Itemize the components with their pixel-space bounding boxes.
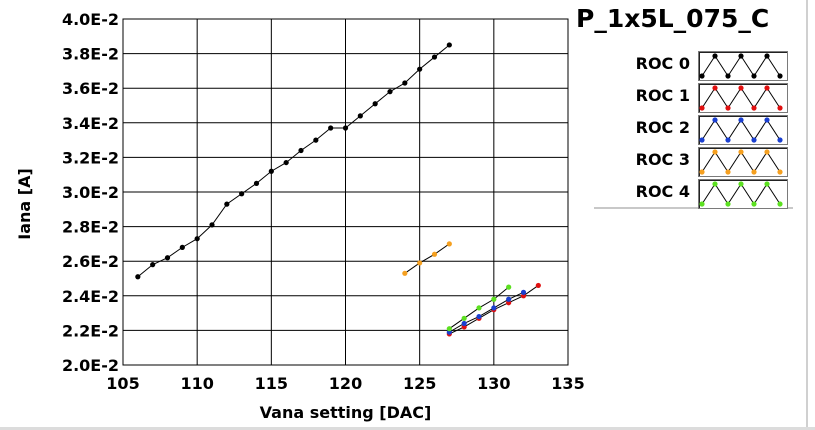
y-tick-label: 2.8E-2 [62, 218, 119, 237]
data-point [268, 168, 274, 174]
data-point [520, 289, 527, 295]
x-tick-label: 130 [477, 374, 510, 393]
data-point [179, 244, 185, 250]
tick-label-layer: 105 110 115 120 125 130 135 2.0E-2 2.2E-2 2.4E-2 2… [62, 10, 585, 393]
x-tick-label: 110 [180, 374, 213, 393]
legend-label: ROC 0 [635, 54, 690, 73]
y-tick-label: 3.2E-2 [62, 148, 119, 167]
data-point [194, 236, 200, 242]
y-tick-label: 3.8E-2 [62, 45, 119, 64]
data-point [402, 270, 408, 276]
legend-label: ROC 4 [635, 182, 690, 201]
data-point [239, 191, 245, 197]
series-3 [402, 241, 452, 276]
data-point [402, 80, 408, 86]
data-point [313, 137, 319, 143]
legend-swatch [698, 147, 788, 177]
y-tick-label: 3.4E-2 [62, 114, 119, 133]
data-point [431, 251, 438, 257]
series-line [404, 243, 450, 274]
data-point [298, 147, 304, 154]
legend-item: ROC 0 [594, 49, 793, 81]
data-point [417, 260, 423, 266]
legend-label: ROC 1 [635, 86, 690, 105]
series-2 [446, 289, 527, 335]
data-point [328, 125, 334, 131]
x-axis-label: Vana setting [DAC] [260, 403, 432, 422]
data-point [372, 101, 378, 107]
legend-swatch [698, 51, 788, 81]
data-point [387, 89, 393, 95]
data-point [283, 159, 289, 166]
legend-swatch [698, 115, 788, 145]
plot-frame [122, 18, 569, 366]
data-point [357, 113, 363, 119]
series-0 [135, 42, 452, 280]
legend-item: ROC 4 [594, 177, 793, 209]
data-point [506, 284, 512, 290]
data-point [476, 305, 482, 311]
legend: ROC 0 ROC 1 ROC 2 ROC 3 ROC 4 [594, 47, 793, 209]
legend-label: ROC 2 [635, 118, 690, 137]
legend-swatch [698, 83, 788, 113]
x-tick-label: 135 [551, 374, 584, 393]
data-point [491, 305, 497, 311]
legend-label: ROC 3 [635, 150, 690, 169]
data-point [209, 222, 215, 228]
panel-title: P_1x5L_075_C [576, 4, 770, 33]
data-point [446, 241, 452, 247]
legend-item: ROC 2 [594, 113, 793, 145]
data-point [461, 320, 467, 327]
panel-right-border [806, 0, 808, 430]
series-line [449, 291, 524, 333]
data-point [417, 66, 423, 72]
grid-layer [122, 18, 569, 366]
data-point [476, 313, 482, 320]
y-tick-label: 4.0E-2 [62, 10, 119, 29]
series-line [137, 44, 450, 278]
data-point [446, 42, 452, 48]
x-tick-label: 120 [329, 374, 362, 393]
legend-swatch [698, 179, 788, 209]
data-point [506, 296, 512, 302]
y-tick-label: 2.6E-2 [62, 252, 119, 271]
panel-bottom-border [0, 427, 815, 430]
y-tick-label: 3.0E-2 [62, 183, 119, 202]
y-tick-label: 3.6E-2 [62, 79, 119, 98]
y-axis-label: Iana [A] [15, 168, 34, 240]
series-layer [135, 42, 541, 337]
y-tick-label: 2.0E-2 [62, 356, 119, 375]
data-point [461, 315, 467, 321]
data-point [446, 326, 452, 332]
data-point [224, 201, 230, 207]
y-tick-label: 2.4E-2 [62, 287, 119, 306]
legend-item: ROC 1 [594, 81, 793, 113]
series-4 [446, 284, 512, 332]
data-point [164, 255, 171, 261]
data-point [431, 54, 438, 60]
x-tick-label: 125 [403, 374, 436, 393]
data-point [342, 125, 349, 131]
data-point [150, 262, 156, 268]
x-tick-label: 105 [106, 374, 139, 393]
y-tick-label: 2.2E-2 [62, 321, 119, 340]
data-point [253, 180, 260, 186]
data-point [535, 282, 541, 289]
legend-item: ROC 3 [594, 145, 793, 177]
x-tick-label: 115 [255, 374, 288, 393]
data-point [491, 296, 497, 302]
data-point [135, 274, 141, 280]
